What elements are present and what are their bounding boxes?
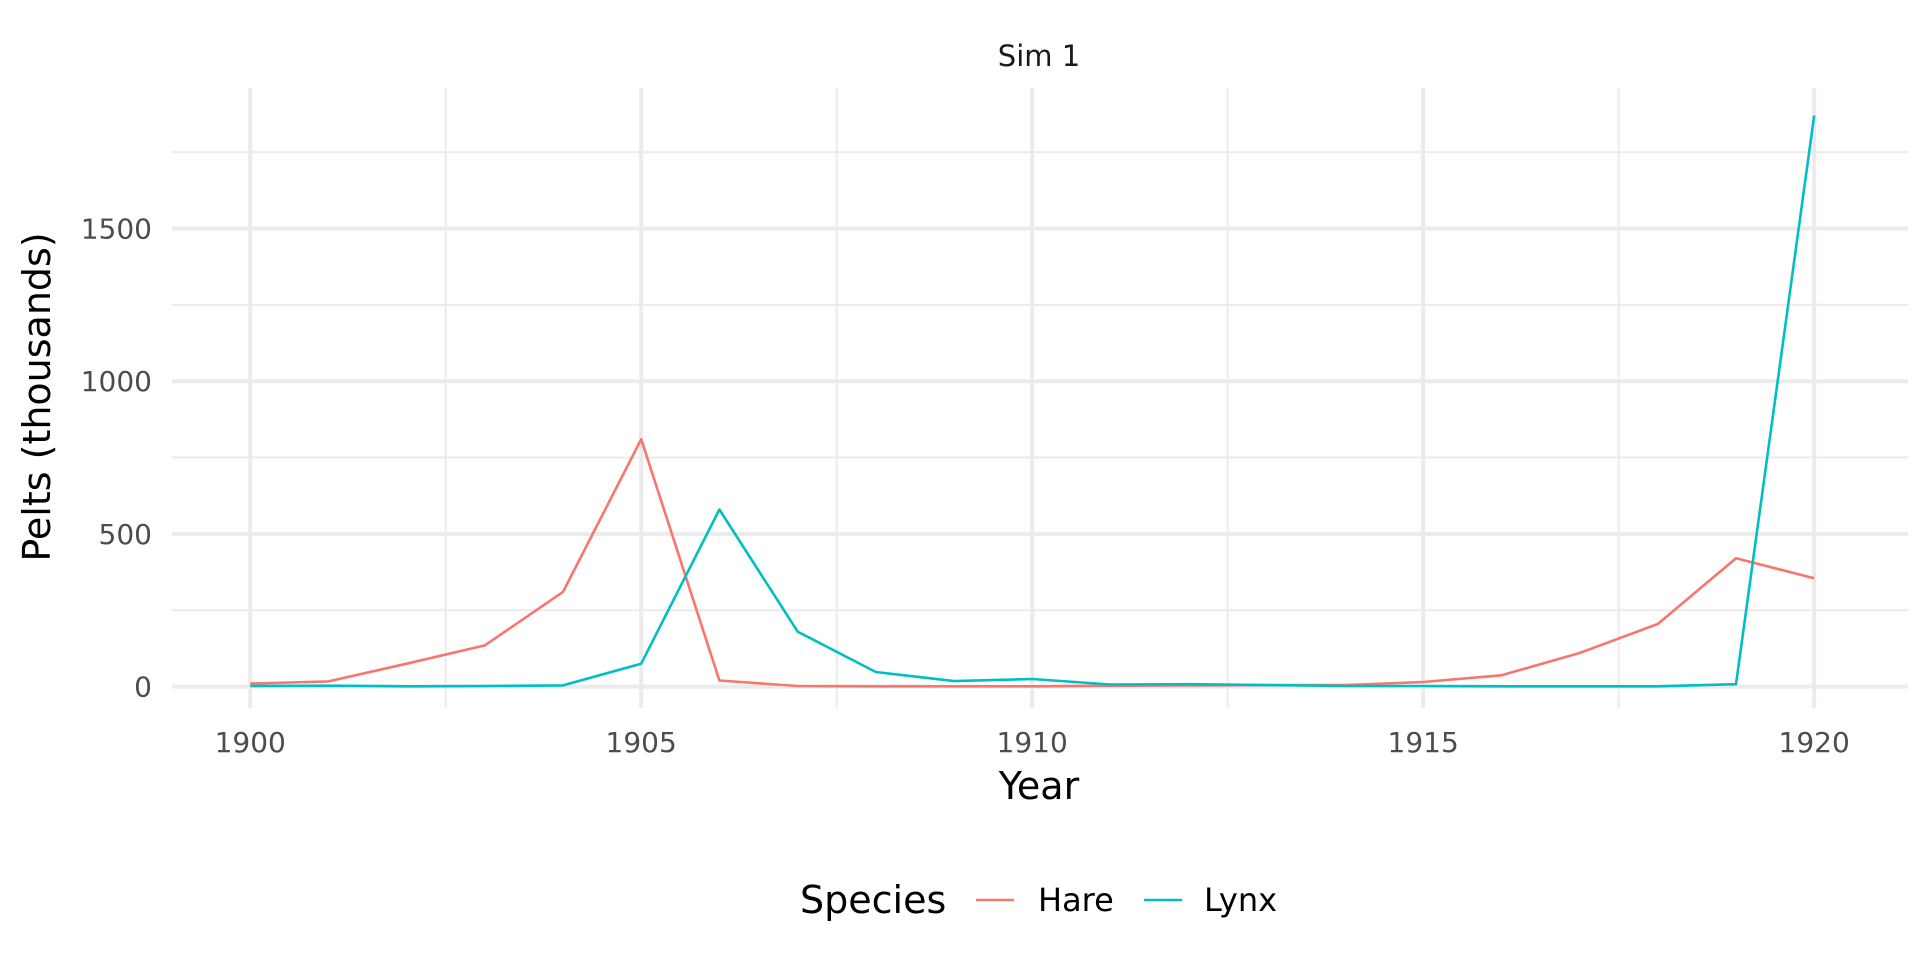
legend-title: Species — [800, 878, 946, 922]
minor-gridlines — [172, 88, 1908, 708]
y-tick-label: 1500 — [81, 212, 152, 245]
x-tick-label: 1900 — [215, 726, 286, 759]
series-line-hare — [250, 437, 1815, 688]
x-tick-label: 1905 — [606, 726, 677, 759]
y-axis-title: Pelts (thousands) — [15, 232, 59, 561]
x-axis-title: Year — [998, 764, 1080, 808]
x-tick-label: 1915 — [1388, 726, 1459, 759]
legend-label-hare: Hare — [1038, 881, 1114, 919]
legend: Species Hare Lynx — [800, 878, 1277, 922]
major-gridlines — [172, 88, 1908, 708]
x-axis-tick-labels: 1900 1905 1910 1915 1920 — [215, 726, 1850, 759]
series-line-lynx — [250, 115, 1816, 688]
y-tick-label: 1000 — [81, 365, 152, 398]
y-tick-label: 500 — [99, 518, 152, 551]
y-axis-tick-labels: 0 500 1000 1500 — [81, 212, 152, 703]
x-tick-label: 1910 — [997, 726, 1068, 759]
legend-label-lynx: Lynx — [1204, 881, 1277, 919]
y-tick-label: 0 — [134, 671, 152, 704]
x-tick-label: 1920 — [1779, 726, 1850, 759]
chart-title: Sim 1 — [998, 39, 1080, 73]
series-lines — [250, 115, 1816, 688]
legend-items: Hare Lynx — [976, 881, 1277, 919]
